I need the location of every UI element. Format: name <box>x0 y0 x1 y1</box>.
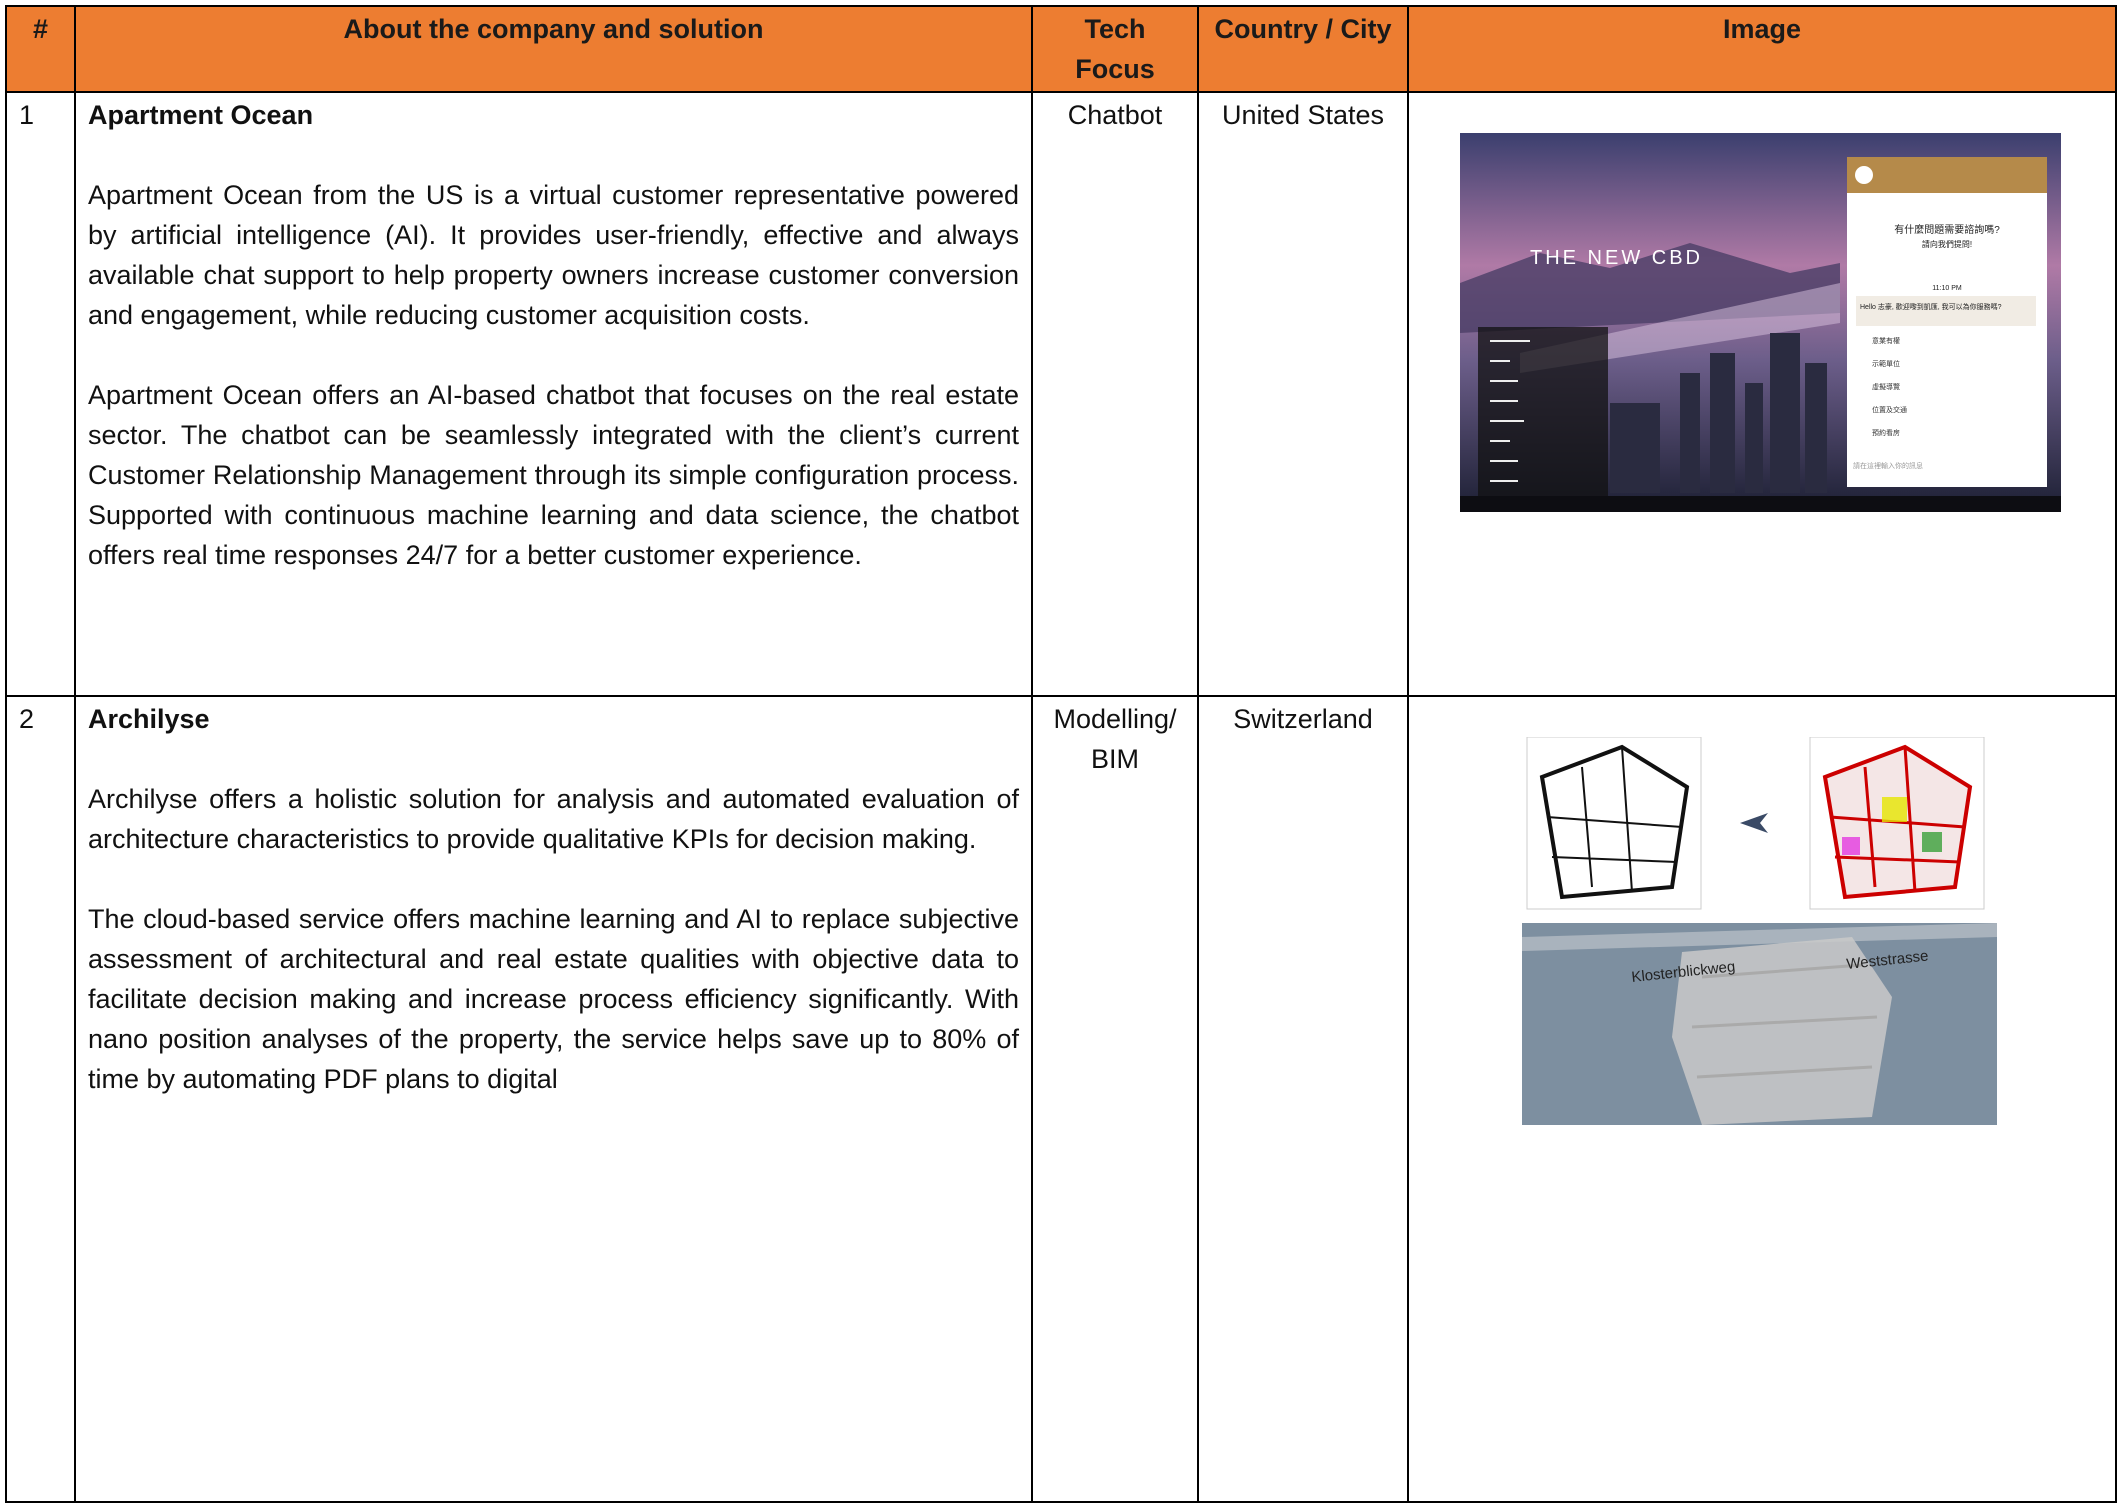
about-cell: Archilyse Archilyse offers a holistic so… <box>74 695 1033 1503</box>
country: Switzerland <box>1197 695 1409 1503</box>
tech-focus: Modelling/ BIM <box>1031 695 1199 1503</box>
image-text: 有什麼問題需要諮詢嗎? <box>1894 223 2000 236</box>
paragraph: Apartment Ocean offers an AI-based chatb… <box>88 380 1019 570</box>
image-text: 虛擬導覽 <box>1872 382 1900 391</box>
paragraph: Archilyse offers a holistic solution for… <box>88 784 1019 854</box>
chatbot-screenshot: THE NEW CBD 有什麼問題需要諮詢嗎? 請向我們提問! 11:10 PM… <box>1460 133 2061 512</box>
image-text: 請向我們提問! <box>1922 239 1972 249</box>
row-number: 1 <box>5 91 76 697</box>
image-text: Hello 志豪, 歡迎嚟到凱匯, 我可以為你服務嗎? <box>1860 302 2002 311</box>
header-cell: About the company and solution <box>74 5 1033 93</box>
image-text: 示範單位 <box>1872 359 1900 368</box>
archilyse-images: Klosterblickweg Weststrasse <box>1522 737 1997 1125</box>
image-text: THE NEW CBD <box>1530 247 1703 269</box>
image-text: 11:10 PM <box>1932 285 1962 292</box>
country: United States <box>1197 91 1409 697</box>
image-text: 意業有權 <box>1872 336 1900 345</box>
company-name: Apartment Ocean <box>88 100 314 130</box>
paragraph: Apartment Ocean from the US is a virtual… <box>88 180 1019 330</box>
row-number: 2 <box>5 695 76 1503</box>
page: Proptech solutions table {"table": { "he… <box>5 5 2117 1503</box>
image-text: 預約看房 <box>1872 428 1900 437</box>
header-row: # About the company and solution Tech Fo… <box>5 5 2117 93</box>
header-cell: Image <box>1407 5 2117 93</box>
tech-focus: Chatbot <box>1031 91 1199 697</box>
image-text: 位置及交通 <box>1872 405 1907 414</box>
document: # About the company and solution Tech Fo… <box>5 5 2117 1503</box>
header-cell: Country / City <box>1197 5 1409 93</box>
image-text: 請在這裡輸入你的訊息 <box>1853 461 1923 470</box>
about-cell: Apartment Ocean Apartment Ocean from the… <box>74 91 1033 697</box>
paragraph: The cloud-based service offers machine l… <box>88 904 1019 1094</box>
header-cell: Tech Focus <box>1031 5 1199 93</box>
company-name: Archilyse <box>88 704 210 734</box>
header-cell: # <box>5 5 76 93</box>
